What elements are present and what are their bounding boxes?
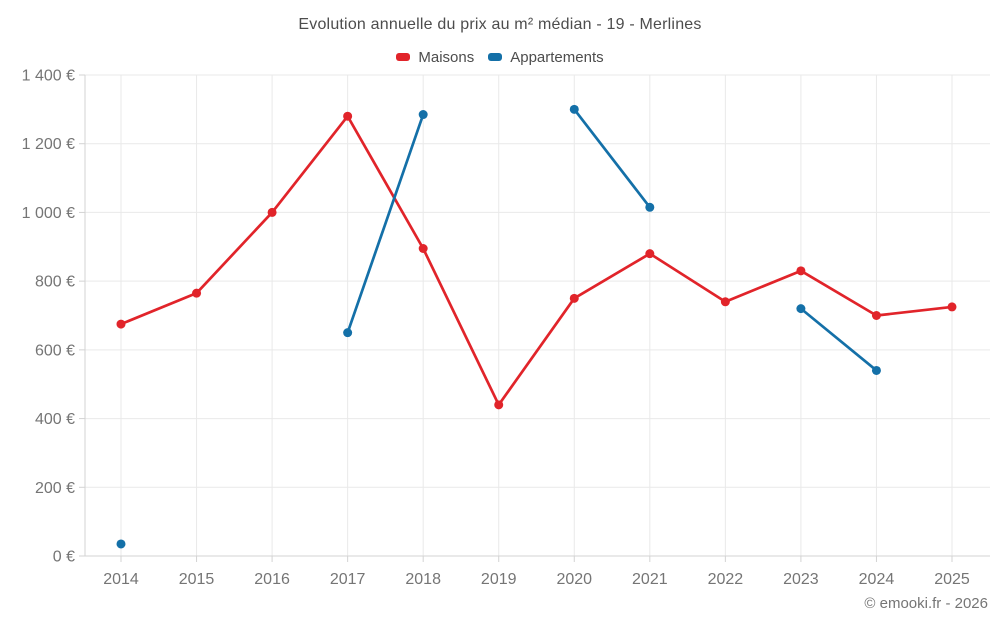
svg-text:2016: 2016 <box>254 571 290 588</box>
maisons-swatch-icon <box>396 53 411 61</box>
svg-text:2015: 2015 <box>179 571 215 588</box>
svg-text:800 €: 800 € <box>35 274 75 291</box>
svg-text:200 €: 200 € <box>35 480 75 497</box>
legend-label-appartements: Appartements <box>510 48 604 66</box>
svg-text:2022: 2022 <box>708 571 744 588</box>
svg-text:1 000 €: 1 000 € <box>22 205 75 222</box>
svg-text:600 €: 600 € <box>35 342 75 359</box>
svg-text:2017: 2017 <box>330 571 366 588</box>
chart-title: Evolution annuelle du prix au m² médian … <box>298 16 702 33</box>
copyright-text: © emooki.fr - 2026 <box>864 595 988 612</box>
svg-text:2018: 2018 <box>405 571 441 588</box>
svg-text:2023: 2023 <box>783 571 819 588</box>
legend-item-appartements[interactable]: Appartements <box>488 48 604 66</box>
svg-text:2014: 2014 <box>103 571 139 588</box>
legend-label-maisons: Maisons <box>418 48 475 66</box>
svg-text:2024: 2024 <box>859 571 895 588</box>
legend-item-maisons[interactable]: Maisons <box>396 49 474 66</box>
svg-text:2025: 2025 <box>934 571 970 588</box>
appartements-swatch-icon <box>488 53 503 61</box>
svg-text:2020: 2020 <box>556 571 592 588</box>
chart-legend: Maisons Appartements <box>0 46 1000 68</box>
svg-text:0 €: 0 € <box>53 549 75 566</box>
svg-text:2021: 2021 <box>632 571 668 588</box>
svg-text:400 €: 400 € <box>35 411 75 428</box>
svg-text:1 400 €: 1 400 € <box>22 68 75 85</box>
svg-text:2019: 2019 <box>481 571 517 588</box>
svg-text:1 200 €: 1 200 € <box>22 136 75 153</box>
